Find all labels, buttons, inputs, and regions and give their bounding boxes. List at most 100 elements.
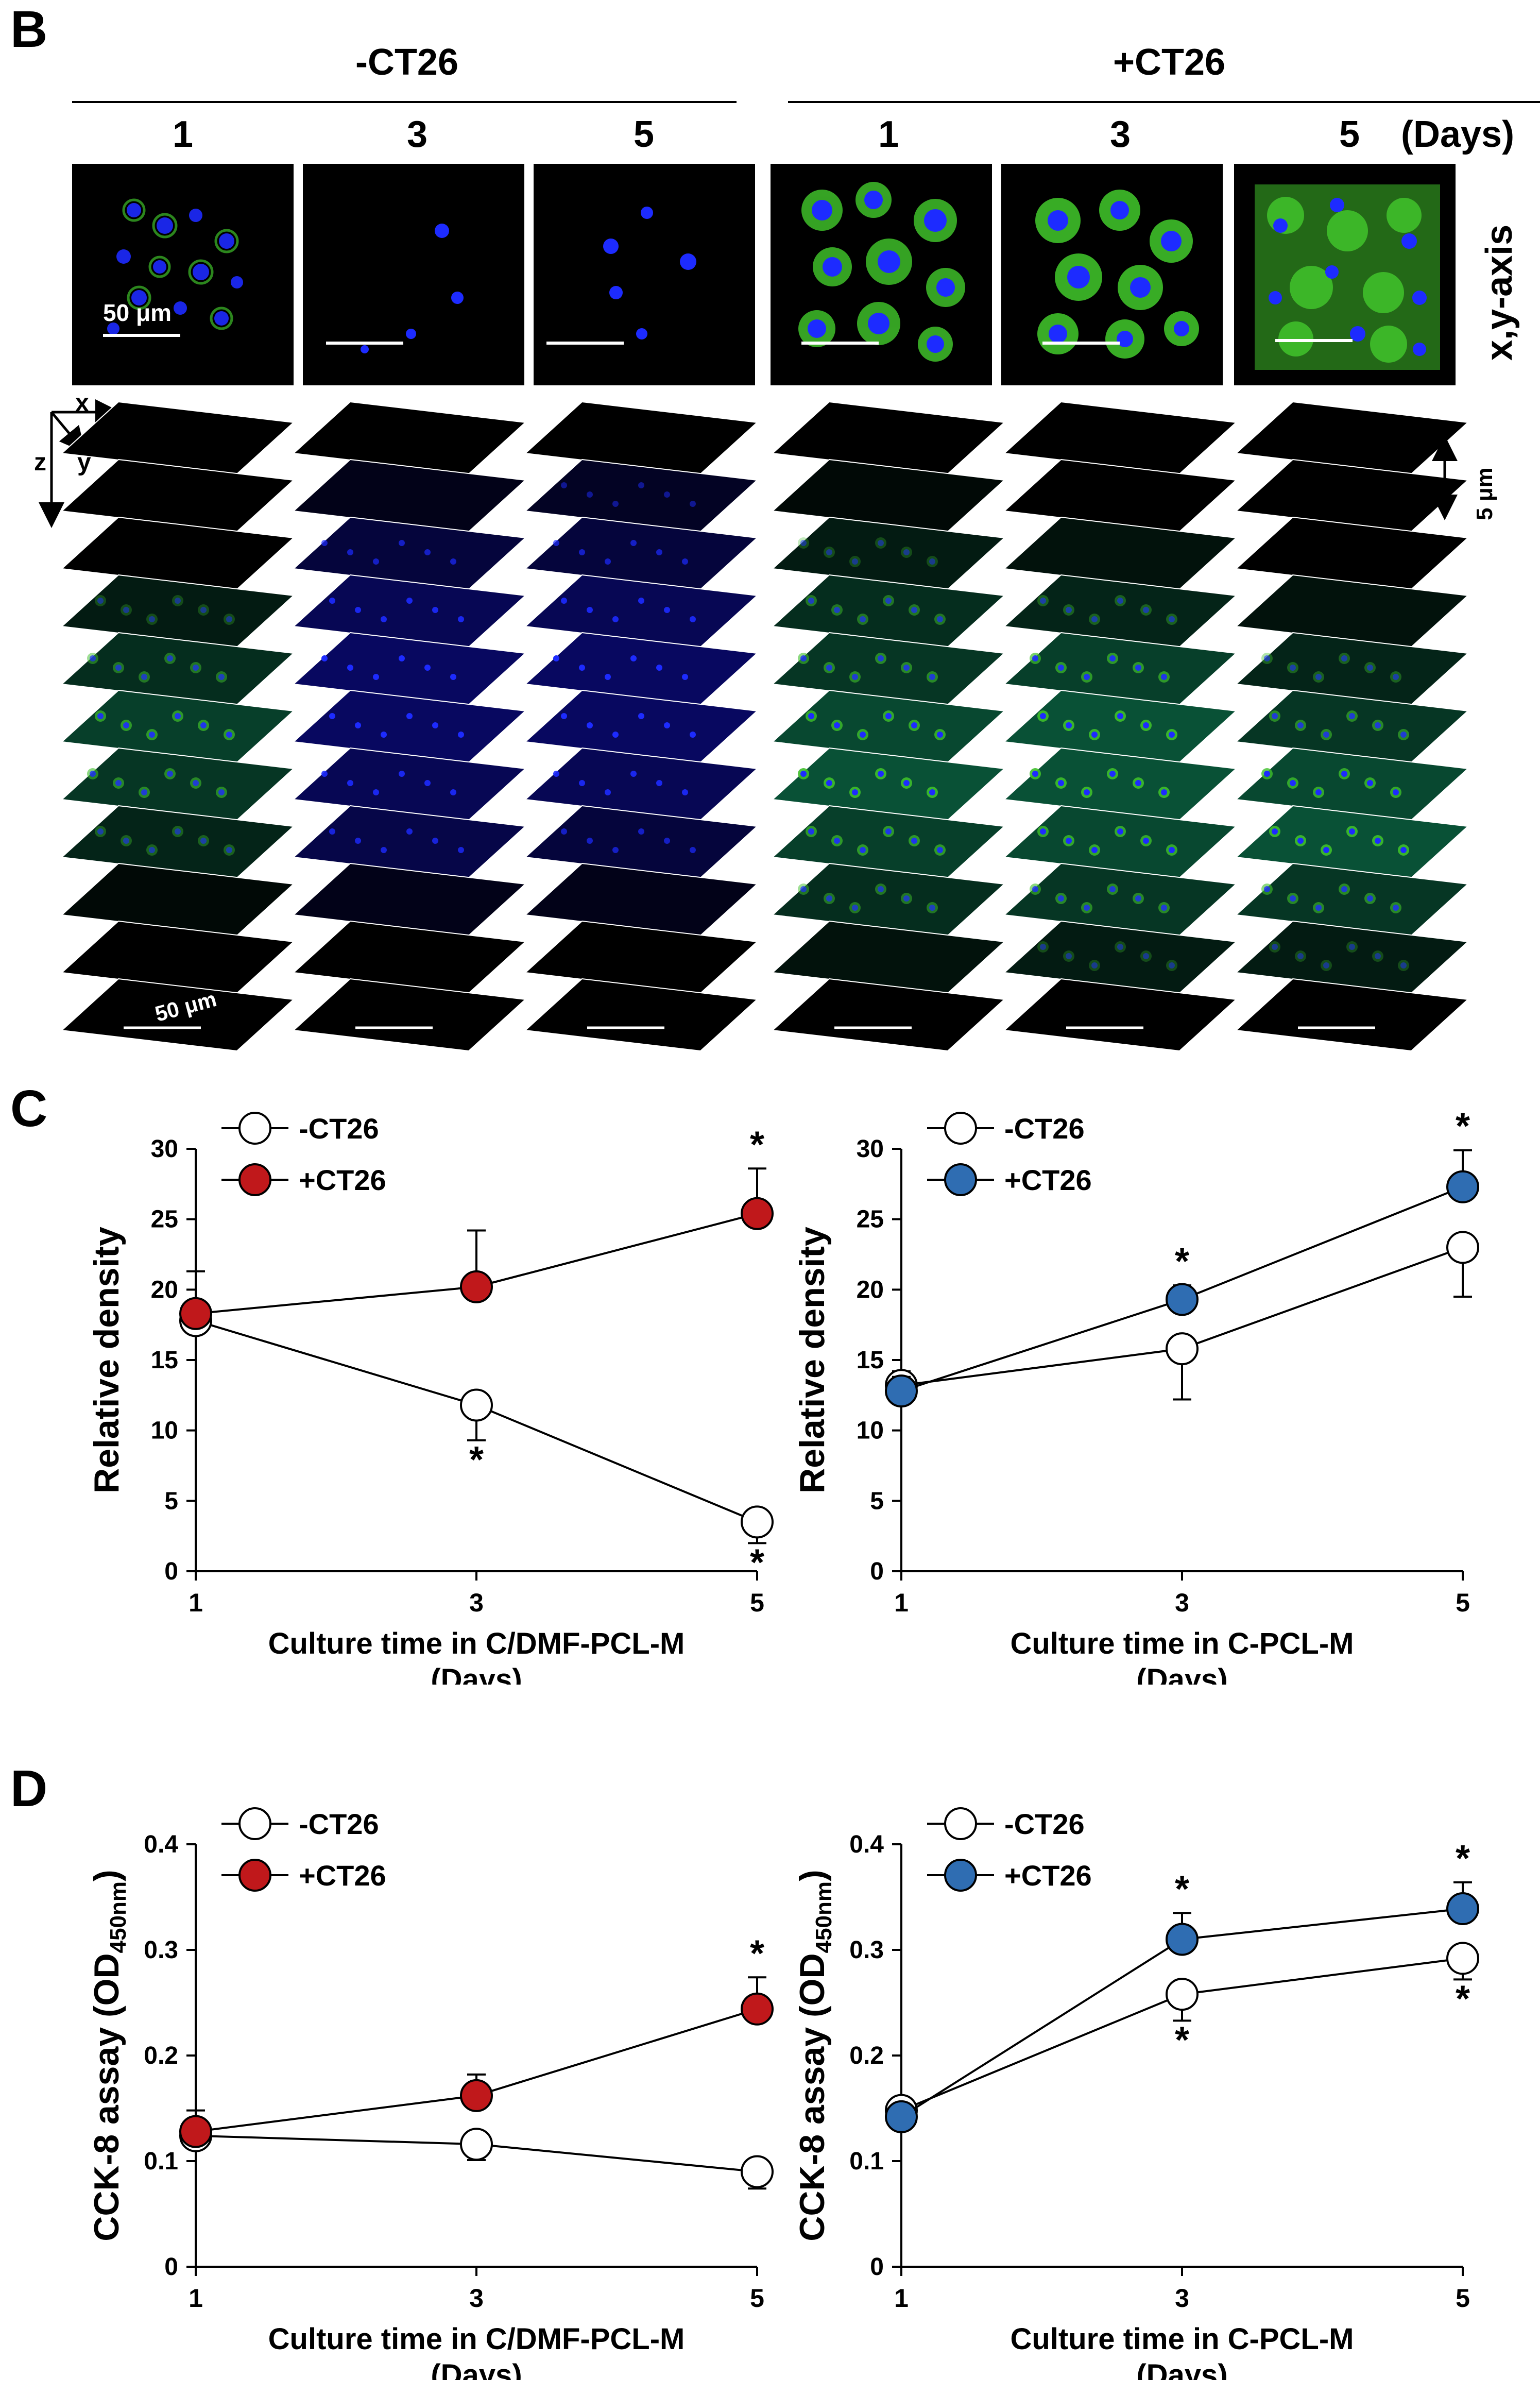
nucleus-mark (355, 722, 361, 728)
legend-marker (238, 1112, 271, 1145)
nucleus-mark (800, 655, 807, 661)
nucleus-mark (167, 655, 173, 661)
y-axis-label-end: ) (793, 1870, 832, 1881)
y-axis-label: CCK-8 assay (OD450nm) (793, 1870, 836, 2241)
nucleus-mark (561, 482, 567, 488)
z-slice (524, 401, 759, 475)
significance-star: * (750, 1933, 764, 1974)
micrograph-xy-minus-day5 (534, 164, 755, 385)
nucleus-mark (561, 598, 567, 604)
z-slice (1003, 862, 1238, 937)
data-point (460, 1270, 493, 1303)
y-tick-label: 25 (151, 1206, 178, 1233)
z-slice (1235, 689, 1469, 763)
z-slice (292, 920, 527, 994)
x-tick-label: 5 (1456, 2284, 1470, 2313)
nucleus-mark (1272, 713, 1278, 719)
y-tick-label: 0.1 (849, 2148, 884, 2175)
y-tick-label: 10 (151, 1417, 178, 1445)
micrograph-xy-plus-day5 (1234, 164, 1456, 385)
nucleus-mark (1040, 828, 1046, 835)
nucleus-mark (808, 598, 814, 604)
z-slice (60, 862, 295, 937)
nucleus-mark (97, 598, 104, 604)
nucleus-mark (929, 674, 935, 680)
nucleus-mark (885, 598, 892, 604)
nucleus-mark (406, 713, 413, 719)
nucleus-mark (347, 780, 353, 786)
nucleus-mark (321, 771, 328, 777)
day-label-plus-1: 1 (878, 114, 899, 155)
nucleus-mark (1066, 722, 1072, 728)
y-tick-label: 0.3 (144, 1937, 178, 1964)
z-slice (1003, 689, 1238, 763)
nucleus-mark (424, 780, 431, 786)
nucleus-mark (1084, 674, 1090, 680)
nucleus-mark (630, 771, 637, 777)
z-slice (1235, 862, 1469, 937)
x-axis-label: Culture time in C-PCL-M (1011, 1627, 1354, 1660)
nucleus-mark (826, 780, 832, 786)
z-slice (771, 920, 1006, 994)
nucleus-mark (193, 665, 199, 671)
nucleus-mark (355, 838, 361, 844)
nucleus-mark (1297, 838, 1304, 844)
nucleus-mark (458, 847, 464, 853)
z-slice (1003, 747, 1238, 821)
legend-marker (238, 1859, 271, 1892)
data-point (1446, 1170, 1479, 1203)
nucleus-mark (1169, 962, 1175, 969)
data-point (460, 2128, 493, 2161)
data-point (741, 1197, 774, 1230)
nucleus-mark (587, 607, 593, 613)
y-tick-label: 30 (151, 1135, 178, 1163)
nucleus-mark (612, 501, 619, 507)
nucleus-mark (1375, 722, 1381, 728)
micrograph-minus-day3-svg (361, 224, 464, 353)
significance-star: * (469, 1439, 484, 1481)
nucleus-mark (141, 789, 147, 795)
panel-d-letter: D (10, 1760, 48, 1818)
nucleus-mark (682, 789, 688, 795)
nucleus-mark (373, 789, 379, 795)
y-tick-label: 25 (857, 1206, 884, 1233)
nucleus-mark (175, 828, 181, 835)
nucleus-mark (373, 558, 379, 565)
nucleus-mark (903, 665, 910, 671)
nucleus-mark (605, 674, 611, 680)
nucleus-mark (1400, 732, 1407, 738)
nucleus-mark (826, 895, 832, 902)
nucleus-mark (903, 780, 910, 786)
z-slice (60, 689, 295, 763)
z-slice (524, 805, 759, 879)
nucleus-mark (612, 732, 619, 738)
data-point (1446, 1942, 1479, 1975)
nucleus-mark (937, 847, 943, 853)
y-tick-label: 0 (870, 1558, 884, 1585)
nucleus-mark (860, 732, 866, 738)
z-slice (60, 458, 295, 533)
z-slice (292, 747, 527, 821)
data-point (1446, 1231, 1479, 1264)
micrograph-xy-minus-day3 (303, 164, 524, 385)
z-slice (524, 689, 759, 763)
nucleus-mark (1315, 905, 1322, 911)
nucleus-mark (826, 549, 832, 555)
legend-marker (238, 1807, 271, 1840)
nucleus-mark (878, 771, 884, 777)
nucleus-mark (1297, 722, 1304, 728)
nucleus-mark (587, 838, 593, 844)
nucleus-mark (656, 780, 662, 786)
nucleus-mark (579, 780, 585, 786)
nucleus-mark (834, 838, 840, 844)
nucleus-mark (885, 828, 892, 835)
nucleus-mark (1040, 944, 1046, 950)
nucleus-mark (226, 847, 232, 853)
nucleus-mark (878, 886, 884, 892)
legend-marker (944, 1859, 977, 1892)
nucleus-mark (553, 540, 559, 546)
day-label-minus-5: 5 (633, 114, 655, 155)
nucleus-mark (1058, 895, 1064, 902)
nucleus-mark (690, 847, 696, 853)
data-point (885, 1374, 918, 1408)
